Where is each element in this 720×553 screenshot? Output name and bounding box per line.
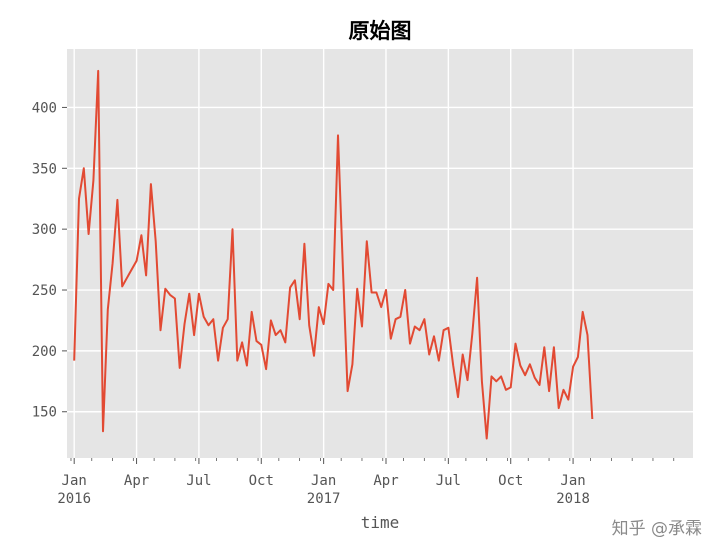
y-tick-label: 200 <box>32 344 57 360</box>
y-tick-label: 350 <box>32 161 57 177</box>
x-tick-year-label: 2018 <box>556 491 590 507</box>
axis-ticks: 150 200 250 300 350 400 Jan 2016 Apr Jul Oct Jan 201… <box>32 100 675 507</box>
y-tick-label: 300 <box>32 222 57 238</box>
x-tick-label: Jul <box>186 473 211 489</box>
x-tick-label: Oct <box>249 473 274 489</box>
x-tick-label: Oct <box>498 473 523 489</box>
x-tick-label: Jan <box>311 473 336 489</box>
y-tick-label: 250 <box>32 283 57 299</box>
y-tick-label: 150 <box>32 405 57 421</box>
x-tick-label: Jul <box>436 473 461 489</box>
y-tick-label: 400 <box>32 100 57 116</box>
watermark: 知乎 @承霖 <box>611 519 702 539</box>
plot-background <box>67 49 693 458</box>
x-tick-year-label: 2016 <box>57 491 91 507</box>
x-tick-label: Apr <box>124 473 149 489</box>
chart-title: 原始图 <box>349 19 412 43</box>
x-tick-year-label: 2017 <box>307 491 341 507</box>
series-lines <box>73 69 594 440</box>
x-tick-label: Jan <box>560 473 585 489</box>
x-axis-label: time <box>361 513 400 532</box>
x-tick-label: Apr <box>373 473 398 489</box>
x-tick-label: Jan <box>62 473 87 489</box>
grid-lines <box>67 49 693 458</box>
series-line-value <box>73 69 594 440</box>
